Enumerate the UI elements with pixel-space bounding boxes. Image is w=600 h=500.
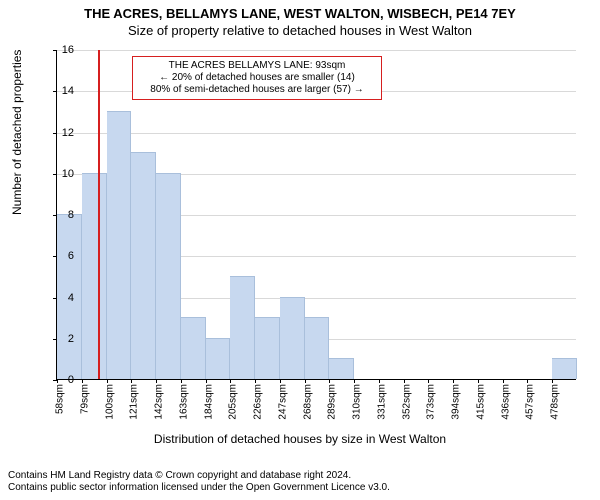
annotation-line: 80% of semi-detached houses are larger (… (139, 84, 375, 96)
chart-subtitle: Size of property relative to detached ho… (0, 23, 600, 38)
xtick-label: 100sqm (104, 384, 115, 420)
ytick-label: 12 (50, 127, 74, 139)
xtick-label: 268sqm (302, 384, 313, 420)
xtick-mark (354, 379, 355, 383)
xtick-label: 226sqm (253, 384, 264, 420)
xtick-label: 247sqm (277, 384, 288, 420)
bar (230, 276, 255, 379)
plot-wrap: 58sqm79sqm100sqm121sqm142sqm163sqm184sqm… (56, 50, 576, 380)
xtick-mark (181, 379, 182, 383)
xtick-mark (552, 379, 553, 383)
bar (280, 297, 305, 380)
ytick-label: 10 (50, 168, 74, 180)
gridline (57, 50, 576, 51)
bar (82, 173, 107, 379)
xtick-mark (453, 379, 454, 383)
ytick-label: 6 (50, 250, 74, 262)
plot-area: 58sqm79sqm100sqm121sqm142sqm163sqm184sqm… (56, 50, 576, 380)
xtick-label: 184sqm (203, 384, 214, 420)
xtick-label: 478sqm (550, 384, 561, 420)
ytick-label: 0 (50, 374, 74, 386)
xtick-mark (280, 379, 281, 383)
bar (156, 173, 181, 379)
xtick-mark (379, 379, 380, 383)
xtick-label: 373sqm (426, 384, 437, 420)
xtick-mark (527, 379, 528, 383)
bar (206, 338, 231, 379)
xtick-mark (156, 379, 157, 383)
xtick-label: 289sqm (327, 384, 338, 420)
xtick-mark (503, 379, 504, 383)
footer-line-2: Contains public sector information licen… (8, 482, 390, 494)
xtick-mark (478, 379, 479, 383)
annotation-line: ← 20% of detached houses are smaller (14… (139, 72, 375, 84)
xtick-label: 394sqm (451, 384, 462, 420)
footer-line-1: Contains HM Land Registry data © Crown c… (8, 470, 390, 482)
ytick-label: 2 (50, 333, 74, 345)
xtick-mark (206, 379, 207, 383)
bar (552, 358, 577, 379)
xtick-label: 310sqm (352, 384, 363, 420)
xtick-label: 331sqm (376, 384, 387, 420)
gridline (57, 133, 576, 134)
ytick-label: 8 (50, 209, 74, 221)
xtick-mark (404, 379, 405, 383)
xtick-label: 163sqm (178, 384, 189, 420)
bar (329, 358, 354, 379)
xtick-mark (428, 379, 429, 383)
y-axis-label: Number of detached properties (10, 50, 24, 215)
xtick-mark (305, 379, 306, 383)
xtick-label: 415sqm (475, 384, 486, 420)
bar (255, 317, 280, 379)
xtick-label: 58sqm (55, 384, 66, 414)
xtick-label: 205sqm (228, 384, 239, 420)
ytick-label: 14 (50, 85, 74, 97)
xtick-label: 457sqm (525, 384, 536, 420)
chart-container: THE ACRES, BELLAMYS LANE, WEST WALTON, W… (0, 0, 600, 500)
footer: Contains HM Land Registry data © Crown c… (8, 470, 390, 494)
bar (305, 317, 330, 379)
reference-line (98, 50, 100, 379)
xtick-mark (107, 379, 108, 383)
bar (131, 152, 156, 379)
xtick-mark (230, 379, 231, 383)
annotation-box: THE ACRES BELLAMYS LANE: 93sqm← 20% of d… (132, 56, 382, 100)
x-axis-label: Distribution of detached houses by size … (0, 432, 600, 446)
annotation-line: THE ACRES BELLAMYS LANE: 93sqm (139, 60, 375, 72)
xtick-mark (329, 379, 330, 383)
xtick-label: 436sqm (500, 384, 511, 420)
xtick-mark (131, 379, 132, 383)
xtick-mark (82, 379, 83, 383)
xtick-label: 142sqm (154, 384, 165, 420)
bar (181, 317, 206, 379)
xtick-mark (255, 379, 256, 383)
ytick-label: 16 (50, 44, 74, 56)
chart-title: THE ACRES, BELLAMYS LANE, WEST WALTON, W… (0, 0, 600, 21)
bar (107, 111, 132, 379)
ytick-label: 4 (50, 292, 74, 304)
xtick-label: 79sqm (79, 384, 90, 414)
xtick-label: 121sqm (129, 384, 140, 420)
xtick-label: 352sqm (401, 384, 412, 420)
